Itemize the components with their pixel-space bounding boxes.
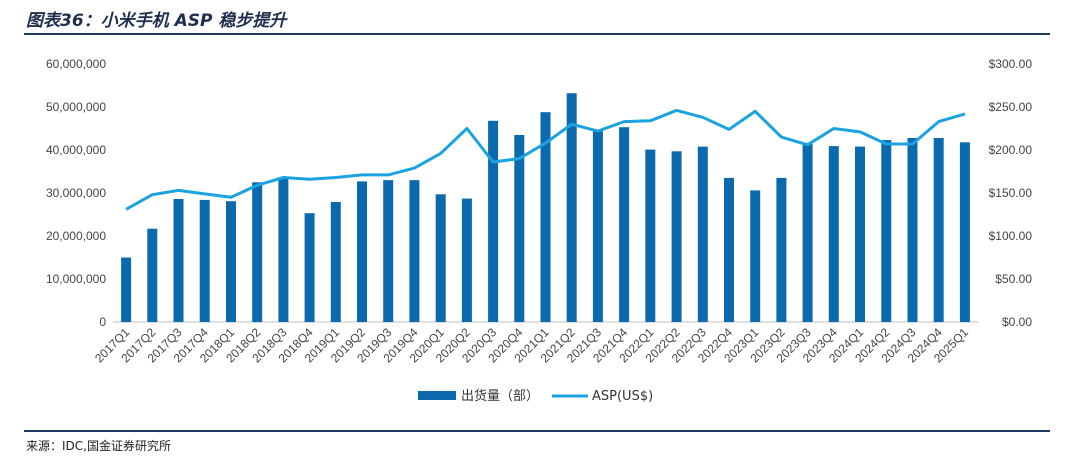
- shipment-bar: [907, 138, 918, 322]
- shipment-bar: [959, 142, 970, 322]
- right-tick-label: $100.00: [989, 229, 1033, 243]
- right-tick-label: $50.00: [995, 272, 1032, 286]
- right-tick-label: $150.00: [989, 186, 1033, 200]
- shipment-bar: [383, 180, 394, 322]
- shipment-bar: [592, 131, 603, 322]
- left-tick-label: 60,000,000: [46, 57, 106, 71]
- shipment-bar: [173, 199, 184, 322]
- shipment-bar: [409, 180, 420, 322]
- shipment-bar: [724, 177, 734, 322]
- shipment-bar: [881, 140, 892, 322]
- page-title: 图表36：小米手机 ASP 稳步提升: [26, 11, 287, 31]
- shipment-bar: [304, 213, 315, 322]
- right-tick-label: $300.00: [989, 57, 1033, 71]
- x-axis-labels: 2017Q12017Q22017Q32017Q42018Q12018Q22018…: [92, 325, 971, 365]
- shipment-bar: [697, 146, 708, 322]
- right-tick-label: $0.00: [1002, 315, 1032, 329]
- right-tick-label: $200.00: [989, 143, 1033, 157]
- shipment-bar: [488, 120, 499, 322]
- shipment-bar: [461, 198, 472, 322]
- shipment-bar: [226, 201, 236, 322]
- shipment-bar: [199, 199, 210, 322]
- shipment-bar: [435, 194, 446, 322]
- left-tick-label: 30,000,000: [46, 186, 106, 200]
- shipment-bar: [828, 146, 839, 322]
- shipment-bar: [330, 202, 341, 322]
- left-tick-label: 20,000,000: [46, 229, 106, 243]
- shipment-bar: [566, 93, 577, 322]
- legend-swatch-shipments: [418, 391, 456, 400]
- left-tick-label: 50,000,000: [46, 100, 106, 114]
- shipment-bar: [802, 144, 813, 322]
- right-tick-label: $250.00: [989, 100, 1033, 114]
- legend-label-shipments: 出货量（部）: [461, 388, 539, 404]
- legend: 出货量（部） ASP(US$): [418, 388, 653, 404]
- shipment-bar: [645, 149, 656, 322]
- shipment-bar: [619, 127, 630, 322]
- right-axis-ticks: $0.00 $50.00 $100.00 $150.00 $200.00 $250.00 $…: [989, 57, 1033, 329]
- shipment-bar: [540, 112, 551, 322]
- shipment-bar: [252, 182, 263, 323]
- source-note: 来源：IDC,国金证券研究所: [26, 439, 171, 453]
- left-tick-label: 40,000,000: [46, 143, 106, 157]
- shipment-bar: [514, 135, 525, 322]
- shipment-bar: [121, 257, 132, 322]
- shipment-bar: [278, 177, 289, 322]
- left-tick-label: 0: [99, 315, 106, 329]
- shipment-bar: [357, 181, 367, 322]
- shipment-bar: [750, 190, 761, 322]
- shipment-bar: [147, 228, 158, 322]
- shipment-bar: [855, 146, 865, 322]
- title-divider: [24, 33, 1050, 35]
- shipment-bar: [671, 151, 682, 322]
- shipment-bar: [776, 177, 787, 322]
- shipment-bars: [121, 93, 970, 323]
- left-tick-label: 10,000,000: [46, 272, 106, 286]
- shipment-bar: [933, 138, 944, 322]
- left-axis-ticks: 0 10,000,000 20,000,000 30,000,000 40,000,00…: [46, 57, 106, 329]
- legend-label-asp: ASP(US$): [592, 389, 653, 404]
- asp-series-line: [125, 108, 966, 211]
- footer-divider: [24, 430, 1050, 432]
